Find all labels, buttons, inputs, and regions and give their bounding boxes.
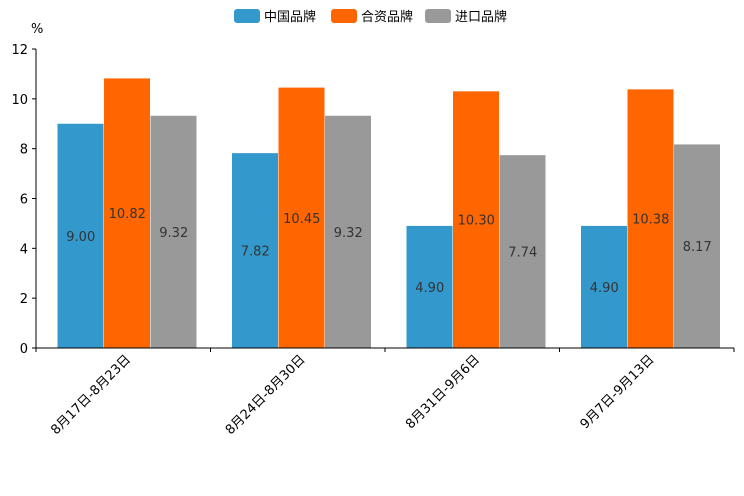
y-tick-label: 2 xyxy=(20,292,28,307)
data-label: 9.32 xyxy=(334,226,363,241)
legend: 中国品牌 合资品牌 进口品牌 xyxy=(234,9,507,25)
legend-label: 合资品牌 xyxy=(361,9,413,25)
y-tick-label: 4 xyxy=(20,242,28,257)
legend-label: 进口品牌 xyxy=(455,9,507,25)
y-tick-label: 10 xyxy=(11,93,28,108)
data-label: 7.74 xyxy=(508,246,537,261)
bar xyxy=(453,91,499,348)
y-axis: 0 2 4 6 8 10 12 xyxy=(11,43,37,357)
bar xyxy=(581,225,627,348)
x-tick-label: 8月31日-9月6日 xyxy=(403,352,483,432)
legend-swatch xyxy=(331,9,357,23)
bar xyxy=(627,89,674,349)
bar xyxy=(104,78,150,348)
legend-label: 中国品牌 xyxy=(264,9,316,25)
data-label: 9.32 xyxy=(159,226,188,241)
data-label: 4.90 xyxy=(415,281,444,296)
data-label: 4.90 xyxy=(590,281,619,296)
x-tick-label: 9月7日-9月13日 xyxy=(578,352,658,432)
y-tick-label: 0 xyxy=(20,342,28,357)
x-tick-label: 8月24日-8月30日 xyxy=(223,352,309,438)
y-axis-unit-label: % xyxy=(31,22,43,37)
y-tick-label: 8 xyxy=(20,143,28,158)
data-label: 10.30 xyxy=(458,214,495,229)
bar xyxy=(499,155,546,348)
legend-swatch xyxy=(234,9,260,23)
x-tick-label: 8月17日-8月23日 xyxy=(48,352,134,438)
bar xyxy=(232,153,278,348)
x-axis: 8月17日-8月23日 8月24日-8月30日 8月31日-9月6日 9月7日-9月1… xyxy=(35,347,735,438)
y-tick-label: 6 xyxy=(20,193,28,208)
data-label: 10.45 xyxy=(283,212,320,227)
data-label: 9.00 xyxy=(66,230,95,245)
y-tick-label: 12 xyxy=(11,43,28,58)
bar xyxy=(674,144,720,348)
bar xyxy=(57,123,104,348)
legend-swatch xyxy=(425,9,451,23)
data-label: 7.82 xyxy=(241,245,270,260)
bar xyxy=(406,225,453,348)
data-label: 10.38 xyxy=(632,213,669,228)
data-label: 10.82 xyxy=(109,207,146,222)
bar xyxy=(325,115,371,348)
bar xyxy=(150,115,197,348)
data-label: 8.17 xyxy=(683,240,712,255)
bar xyxy=(278,87,325,348)
bars: 9.00 10.82 9.32 7.82 10.45 9.32 4.90 10.30 7.74 4… xyxy=(57,78,720,349)
